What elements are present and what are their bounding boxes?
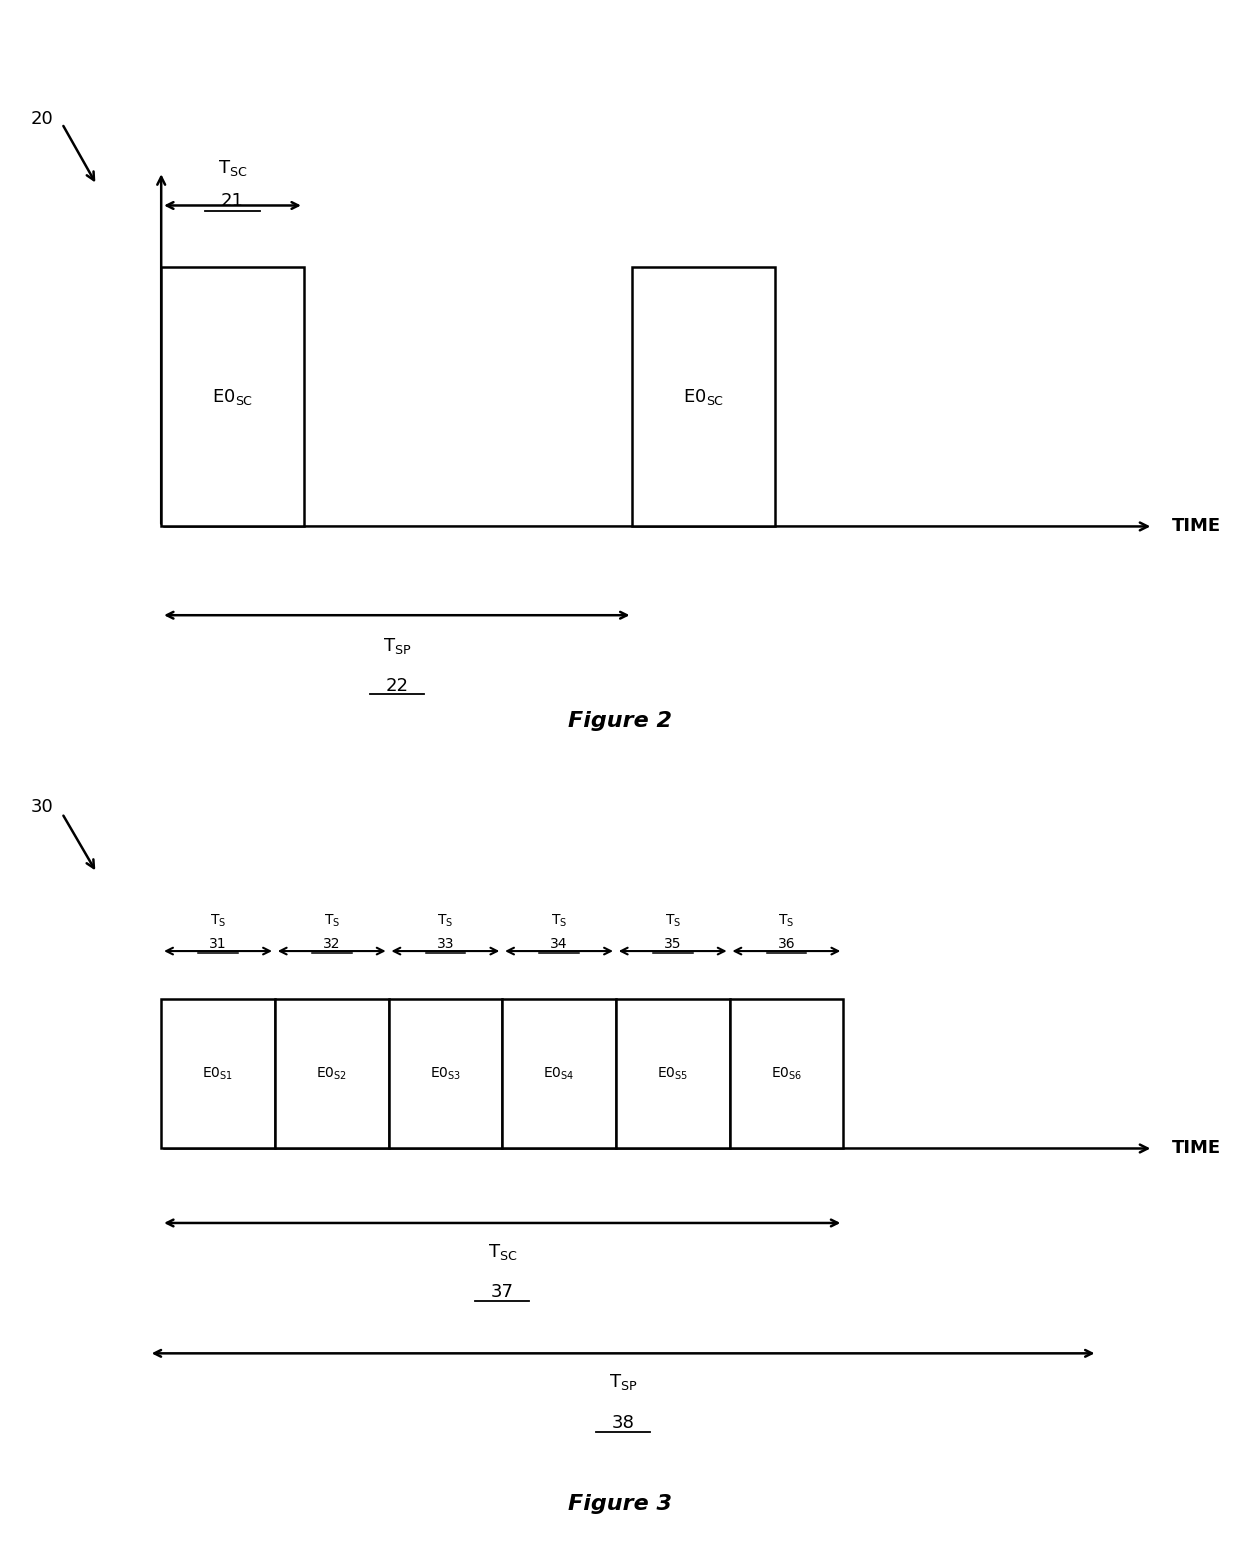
Text: 37: 37 — [491, 1242, 513, 1301]
Text: T$_{\mathregular{S}}$: T$_{\mathregular{S}}$ — [551, 913, 567, 928]
Text: 36: 36 — [777, 922, 795, 951]
Text: E0$_{\mathregular{SC}}$: E0$_{\mathregular{SC}}$ — [683, 386, 724, 407]
Text: T$_{\mathregular{SP}}$: T$_{\mathregular{SP}}$ — [383, 636, 410, 655]
Bar — [616, 999, 729, 1148]
Text: E0$_{\mathregular{SC}}$: E0$_{\mathregular{SC}}$ — [212, 386, 253, 407]
Text: E0$_{\mathregular{S5}}$: E0$_{\mathregular{S5}}$ — [657, 1066, 688, 1082]
Text: T$_{\mathregular{S}}$: T$_{\mathregular{S}}$ — [665, 913, 681, 928]
Bar — [161, 267, 304, 526]
Text: T$_{\mathregular{SC}}$: T$_{\mathregular{SC}}$ — [218, 158, 247, 178]
Text: Figure 3: Figure 3 — [568, 1493, 672, 1513]
Text: TIME: TIME — [1172, 517, 1221, 535]
Text: 38: 38 — [611, 1372, 635, 1431]
Text: T$_{\mathregular{SP}}$: T$_{\mathregular{SP}}$ — [609, 1372, 637, 1392]
Text: E0$_{\mathregular{S2}}$: E0$_{\mathregular{S2}}$ — [316, 1066, 347, 1082]
Text: E0$_{\mathregular{S3}}$: E0$_{\mathregular{S3}}$ — [430, 1066, 461, 1082]
Text: T$_{\mathregular{S}}$: T$_{\mathregular{S}}$ — [779, 913, 795, 928]
Text: 35: 35 — [663, 922, 682, 951]
Bar — [729, 999, 843, 1148]
Text: T$_{\mathregular{S}}$: T$_{\mathregular{S}}$ — [324, 913, 340, 928]
Text: Figure 2: Figure 2 — [568, 711, 672, 731]
Bar — [161, 999, 275, 1148]
Text: 33: 33 — [436, 922, 454, 951]
Bar — [502, 999, 616, 1148]
Text: E0$_{\mathregular{S6}}$: E0$_{\mathregular{S6}}$ — [771, 1066, 802, 1082]
Text: E0$_{\mathregular{S1}}$: E0$_{\mathregular{S1}}$ — [202, 1066, 233, 1082]
Text: 32: 32 — [322, 922, 341, 951]
Text: 31: 31 — [210, 922, 227, 951]
Bar — [388, 999, 502, 1148]
Text: T$_{\mathregular{SC}}$: T$_{\mathregular{SC}}$ — [487, 1242, 517, 1262]
Text: 34: 34 — [551, 922, 568, 951]
Text: 30: 30 — [31, 798, 53, 816]
Text: E0$_{\mathregular{S4}}$: E0$_{\mathregular{S4}}$ — [543, 1066, 575, 1082]
Text: TIME: TIME — [1172, 1139, 1221, 1158]
Text: 21: 21 — [221, 171, 244, 210]
Text: T$_{\mathregular{S}}$: T$_{\mathregular{S}}$ — [210, 913, 226, 928]
Bar — [275, 999, 388, 1148]
Text: T$_{\mathregular{S}}$: T$_{\mathregular{S}}$ — [438, 913, 454, 928]
Text: 22: 22 — [386, 636, 408, 695]
Bar — [632, 267, 775, 526]
Text: 20: 20 — [31, 110, 53, 127]
